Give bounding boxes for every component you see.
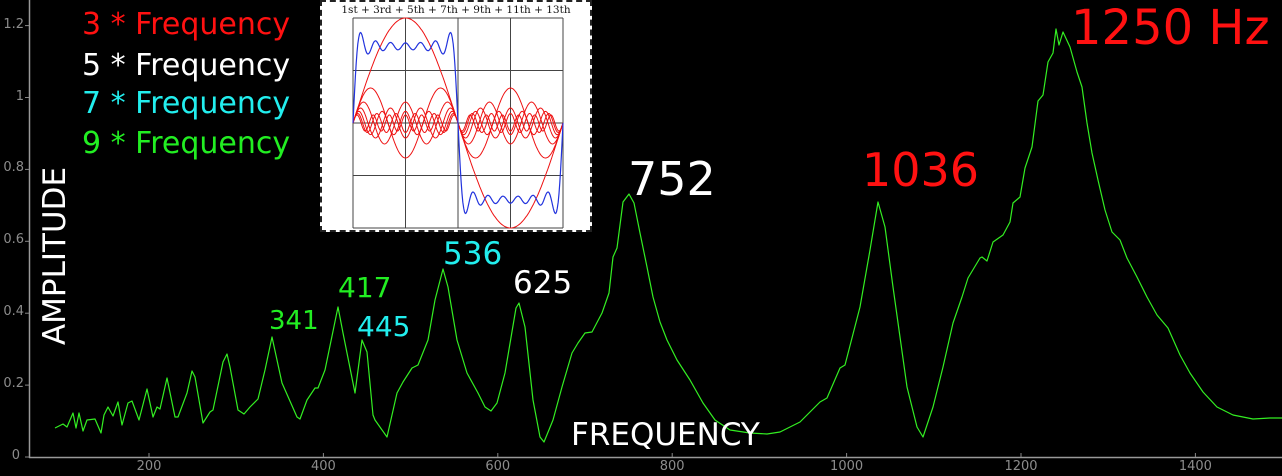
peak-label-1036: 1036 [862, 143, 980, 197]
y-tick-label: 1 [15, 88, 24, 104]
x-tick-label: 1200 [1004, 459, 1038, 474]
x-tick-label: 800 [659, 459, 685, 474]
y-tick-label: 1.2 [3, 16, 24, 32]
legend-item-9x: 9 * Frequency [82, 126, 291, 161]
y-tick-label: 0.6 [3, 232, 24, 248]
x-tick-label: 400 [310, 459, 336, 474]
y-tick-label: 0 [11, 448, 20, 463]
x-axis-title: FREQUENCY [571, 417, 760, 453]
x-tick-label: 1400 [1178, 459, 1212, 474]
peak-label-1250: 1250 Hz [1071, 0, 1270, 56]
peak-label-417: 417 [338, 271, 392, 304]
x-tick-label: 600 [485, 459, 511, 474]
y-tick-label: 0.4 [3, 304, 24, 320]
x-tick-label: 1000 [830, 459, 864, 474]
y-tick-label: 0.2 [3, 376, 24, 392]
inset-title: 1st + 3rd + 5th + 7th + 9th + 11th + 13t… [341, 4, 571, 16]
y-tick-label: 0.8 [3, 160, 24, 176]
legend-item-5x: 5 * Frequency [82, 48, 291, 83]
inset-plot [352, 17, 564, 229]
axes [25, 0, 1282, 459]
y-axis-title: AMPLITUDE [37, 166, 73, 346]
peak-label-625: 625 [513, 265, 573, 301]
legend-item-3x: 3 * Frequency [82, 7, 291, 42]
peak-label-536: 536 [443, 236, 503, 272]
fourier-series-inset: 1st + 3rd + 5th + 7th + 9th + 11th + 13t… [320, 0, 592, 232]
legend-item-7x: 7 * Frequency [82, 86, 291, 121]
peak-label-445: 445 [357, 310, 411, 343]
peak-label-341: 341 [269, 306, 319, 336]
x-tick-label: 200 [136, 459, 162, 474]
spectrum-line [54, 28, 1282, 443]
peak-label-752: 752 [628, 152, 716, 206]
